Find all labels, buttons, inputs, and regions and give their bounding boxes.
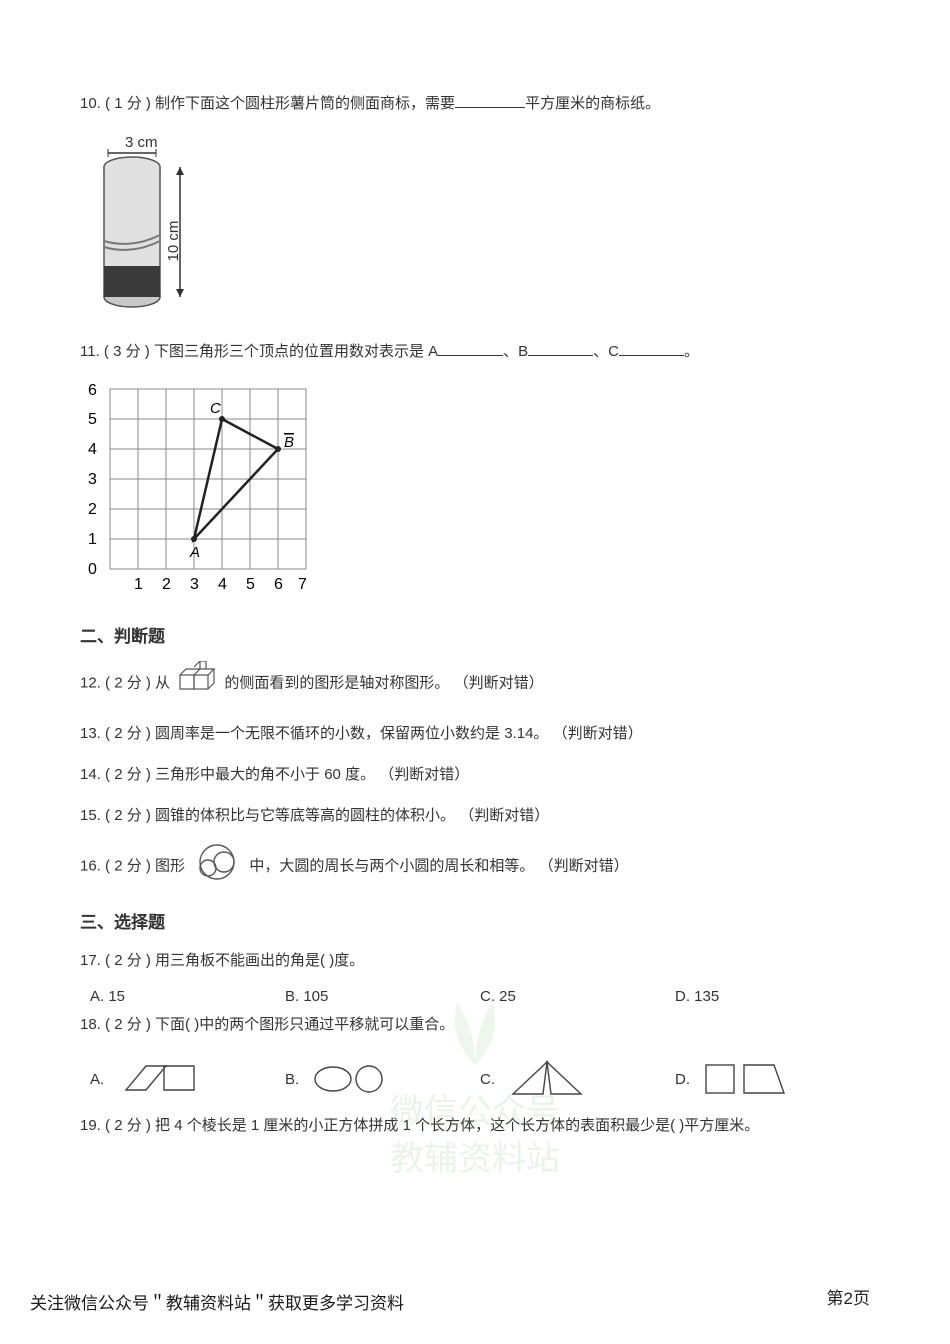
svg-text:4: 4 — [218, 576, 227, 593]
q-points: ( 3 分 ) — [104, 343, 150, 360]
q-points: ( 2 分 ) — [105, 1016, 151, 1033]
parallelogram-icon — [116, 1060, 206, 1098]
q-points: ( 2 分 ) — [105, 952, 151, 969]
circles-icon — [191, 843, 243, 890]
section-2-title: 二、判断题 — [80, 622, 870, 647]
q-num: 16. — [80, 857, 101, 874]
opt-d: D. 135 — [675, 988, 870, 1005]
q-points: ( 2 分 ) — [105, 857, 151, 874]
dim-label-top: 3 cm — [125, 134, 158, 151]
svg-text:4: 4 — [88, 441, 97, 458]
q-text: 图形 — [155, 857, 185, 874]
q-text: 圆周率是一个无限不循环的小数，保留两位小数约是 3.14。 （判断对错） — [155, 725, 643, 742]
svg-text:A: A — [189, 544, 200, 561]
opt-c: C. 25 — [480, 988, 675, 1005]
q-num: 12. — [80, 674, 101, 691]
section-3-title: 三、选择题 — [80, 908, 870, 933]
ellipse-circle-icon — [311, 1060, 391, 1098]
question-15: 15. ( 2 分 ) 圆锥的体积比与它等底等高的圆柱的体积小。 （判断对错） — [80, 802, 870, 829]
question-10: 10. ( 1 分 ) 制作下面这个圆柱形薯片筒的侧面商标，需要 平方厘米的商标纸… — [80, 90, 870, 117]
q-text: 圆锥的体积比与它等底等高的圆柱的体积小。 （判断对错） — [155, 807, 549, 824]
q-text: 三角形中最大的角不小于 60 度。 （判断对错） — [155, 766, 469, 783]
svg-text:1: 1 — [134, 576, 143, 593]
svg-text:5: 5 — [88, 411, 97, 428]
question-16: 16. ( 2 分 ) 图形 中，大圆的周长与两个小圆的周长和相等。 （判断对错… — [80, 843, 870, 890]
q-text: 、C — [593, 343, 619, 360]
opt-b: B. — [285, 1060, 480, 1098]
q-text: 。 — [684, 343, 699, 360]
q-num: 13. — [80, 725, 101, 742]
triangles-icon — [507, 1058, 587, 1100]
q11-grid: 0 1 2 3 4 5 6 1 2 3 4 5 6 7 A B C — [80, 379, 870, 604]
svg-text:6: 6 — [88, 382, 97, 399]
q-points: ( 2 分 ) — [105, 807, 151, 824]
blank — [619, 341, 684, 356]
q-points: ( 1 分 ) — [105, 95, 151, 112]
q-text: 下图三角形三个顶点的位置用数对表示是 A — [154, 343, 438, 360]
svg-text:6: 6 — [274, 576, 283, 593]
question-17: 17. ( 2 分 ) 用三角板不能画出的角是( )度。 — [80, 947, 870, 974]
question-13: 13. ( 2 分 ) 圆周率是一个无限不循环的小数，保留两位小数约是 3.14… — [80, 720, 870, 747]
svg-text:7: 7 — [298, 576, 307, 593]
q-points: ( 2 分 ) — [105, 1117, 151, 1134]
q-points: ( 2 分 ) — [105, 766, 151, 783]
q-text: 下面( )中的两个图形只通过平移就可以重合。 — [155, 1016, 454, 1033]
question-14: 14. ( 2 分 ) 三角形中最大的角不小于 60 度。 （判断对错） — [80, 761, 870, 788]
q18-options: A. B. C. D. — [90, 1058, 870, 1100]
opt-d: D. — [675, 1059, 870, 1099]
q-points: ( 2 分 ) — [105, 674, 151, 691]
svg-text:2: 2 — [88, 501, 97, 518]
q-text: 从 — [155, 674, 170, 691]
q-num: 14. — [80, 766, 101, 783]
question-19: 19. ( 2 分 ) 把 4 个棱长是 1 厘米的小正方体拼成 1 个长方体，… — [80, 1112, 870, 1139]
q-num: 18. — [80, 1016, 101, 1033]
q17-options: A. 15 B. 105 C. 25 D. 135 — [90, 988, 870, 1005]
blank — [438, 341, 503, 356]
q-num: 10. — [80, 95, 101, 112]
q-num: 15. — [80, 807, 101, 824]
q-text: 制作下面这个圆柱形薯片筒的侧面商标，需要 — [155, 95, 455, 112]
cube-icon — [176, 661, 218, 706]
question-18: 18. ( 2 分 ) 下面( )中的两个图形只通过平移就可以重合。 — [80, 1011, 870, 1038]
opt-b: B. 105 — [285, 988, 480, 1005]
opt-a: A. 15 — [90, 988, 285, 1005]
footer-right: 第2页 — [827, 1284, 870, 1309]
question-12: 12. ( 2 分 ) 从 的侧面看到的图形是轴对称图形。 （判断对错） — [80, 661, 870, 706]
q-num: 11. — [80, 343, 100, 360]
q-points: ( 2 分 ) — [105, 725, 151, 742]
q-text: 用三角板不能画出的角是( )度。 — [155, 952, 364, 969]
footer-left: 关注微信公众号＂教辅资料站＂获取更多学习资料 — [30, 1289, 404, 1314]
q-num: 19. — [80, 1117, 101, 1134]
q-text: 、B — [503, 343, 528, 360]
q-text: 平方厘米的商标纸。 — [525, 95, 660, 112]
question-11: 11. ( 3 分 ) 下图三角形三个顶点的位置用数对表示是 A 、B 、C 。 — [80, 338, 870, 365]
svg-text:0: 0 — [88, 561, 97, 578]
svg-text:B: B — [284, 434, 294, 451]
dim-label-side: 10 cm — [165, 221, 182, 262]
q-text: 中，大圆的周长与两个小圆的周长和相等。 （判断对错） — [249, 857, 628, 874]
q10-figure: 3 cm 10 cm — [80, 131, 870, 326]
svg-text:3: 3 — [88, 471, 97, 488]
svg-text:5: 5 — [246, 576, 255, 593]
q-text: 把 4 个棱长是 1 厘米的小正方体拼成 1 个长方体，这个长方体的表面积最少是… — [155, 1117, 759, 1134]
blank — [455, 93, 525, 108]
blank — [528, 341, 593, 356]
q-text: 的侧面看到的图形是轴对称图形。 （判断对错） — [224, 674, 543, 691]
svg-text:2: 2 — [162, 576, 171, 593]
opt-c: C. — [480, 1058, 675, 1100]
svg-text:3: 3 — [190, 576, 199, 593]
svg-text:1: 1 — [88, 531, 97, 548]
q-num: 17. — [80, 952, 101, 969]
opt-a: A. — [90, 1060, 285, 1098]
rect-trap-icon — [702, 1059, 792, 1099]
svg-text:C: C — [210, 400, 221, 417]
